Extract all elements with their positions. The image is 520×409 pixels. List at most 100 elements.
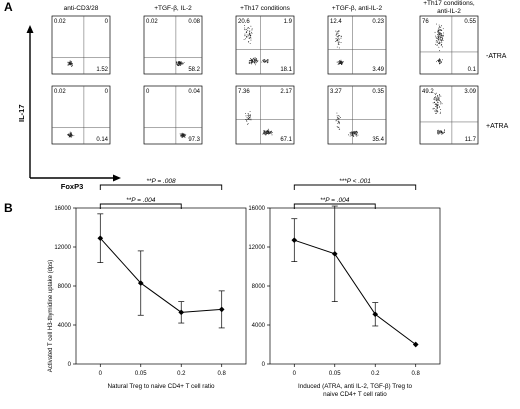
quadrant-upper-right-value: 0.08 xyxy=(188,19,200,25)
event-dot xyxy=(339,121,340,123)
event-dot xyxy=(439,36,441,38)
event-dot xyxy=(440,131,442,132)
quadrant-lower-right-value: 58.2 xyxy=(188,67,200,73)
event-dot xyxy=(263,131,265,133)
event-dot xyxy=(351,132,353,134)
event-dot xyxy=(71,134,73,136)
event-dot xyxy=(440,35,442,37)
quadrant-upper-right-value: 1.9 xyxy=(284,19,293,25)
event-dot xyxy=(444,130,445,132)
event-dot xyxy=(183,135,185,137)
il17-axis: IL-17 xyxy=(17,25,34,178)
event-dot xyxy=(352,132,354,134)
data-point-diamond xyxy=(291,237,298,244)
event-dot xyxy=(180,63,182,65)
event-dot xyxy=(435,97,436,99)
event-dot xyxy=(438,96,440,98)
event-dot xyxy=(441,39,443,41)
plot-frame xyxy=(51,15,111,75)
event-dot xyxy=(440,30,442,32)
data-point-diamond xyxy=(178,309,185,316)
event-dot xyxy=(438,27,440,29)
flow-plot-r1-c2: 0.02 0.08 58.2 xyxy=(143,15,203,75)
event-dot xyxy=(249,110,251,112)
event-dot xyxy=(336,117,338,118)
event-dot xyxy=(69,135,71,137)
significance-bracket xyxy=(293,184,417,190)
event-dot xyxy=(267,60,269,62)
event-dot xyxy=(248,60,250,62)
significance-label: ***P < .001 xyxy=(339,178,371,185)
event-dot xyxy=(177,64,179,65)
event-dot xyxy=(336,126,338,127)
event-dot xyxy=(248,28,250,29)
event-dot xyxy=(255,58,257,60)
quadrant-lower-right-value: 3.49 xyxy=(372,67,384,73)
x-tick-label: 0.2 xyxy=(371,371,380,377)
proliferation-charts: Activated T cell H3-thymidine uptake (dp… xyxy=(48,178,441,398)
event-dot xyxy=(265,133,266,135)
y-tick-label: 8000 xyxy=(58,284,72,290)
event-dot xyxy=(255,60,256,62)
event-dot xyxy=(441,44,443,46)
event-dot xyxy=(266,130,268,132)
quadrant-upper-left-value: 7.36 xyxy=(238,89,250,95)
event-dot xyxy=(70,132,72,133)
event-dot xyxy=(254,58,256,60)
flow-plot-r2-c4: 3.27 0.35 35.4 xyxy=(327,85,387,145)
event-dot xyxy=(246,34,248,36)
event-dot xyxy=(262,59,264,61)
event-dot xyxy=(247,115,249,117)
event-dot xyxy=(337,127,339,128)
event-dot xyxy=(181,133,183,135)
quadrant-upper-left-value: 20.6 xyxy=(238,19,250,25)
event-dot xyxy=(439,38,441,39)
event-dot xyxy=(255,59,257,61)
event-dot xyxy=(342,61,344,63)
column-label-2: +TGF-β, IL-2 xyxy=(154,5,192,12)
event-dot xyxy=(249,114,251,116)
plot-frame xyxy=(269,207,441,365)
column-label-5: +Th17 conditions, anti-IL-2 xyxy=(423,0,475,15)
event-dot xyxy=(438,32,440,34)
event-dot xyxy=(248,41,250,43)
event-dot xyxy=(437,132,439,134)
event-dot xyxy=(245,35,247,37)
event-dot xyxy=(438,61,440,63)
quadrant-upper-left-value: 0.02 xyxy=(146,19,158,25)
quadrant-upper-left-value: 49.2 xyxy=(422,89,434,95)
event-dot xyxy=(435,109,437,111)
event-dot xyxy=(248,34,250,36)
quadrant-upper-right-value: 3.09 xyxy=(464,89,476,95)
event-dot xyxy=(338,63,340,65)
event-dot xyxy=(67,64,69,66)
event-dot xyxy=(181,135,183,136)
event-dot xyxy=(437,129,439,131)
event-dot xyxy=(355,130,357,132)
quadrant-lower-right-value: 67.1 xyxy=(280,137,292,143)
event-dot xyxy=(432,108,434,110)
event-dot xyxy=(436,107,438,109)
event-dot xyxy=(68,136,70,138)
event-dot xyxy=(248,27,250,29)
flow-plot-r1-c5: 76 0.55 0.1 xyxy=(419,15,479,75)
event-dot xyxy=(438,34,440,36)
event-dot xyxy=(262,133,264,135)
event-dot xyxy=(441,132,443,134)
event-dot xyxy=(438,43,439,44)
event-dot xyxy=(437,102,439,104)
event-dot xyxy=(434,94,436,96)
event-dot xyxy=(351,131,353,133)
flow-plot-r1-c3: 20.6 1.9 18.1 xyxy=(235,15,295,75)
event-dot xyxy=(351,133,353,135)
event-dot xyxy=(184,136,186,138)
event-dot xyxy=(249,33,251,35)
event-dot xyxy=(176,62,178,63)
event-dot xyxy=(336,31,338,33)
event-dot xyxy=(336,118,338,120)
event-dot xyxy=(178,61,180,63)
event-dot xyxy=(340,60,342,62)
event-dot xyxy=(437,131,439,133)
event-dot xyxy=(348,134,350,136)
event-dot xyxy=(181,134,182,136)
